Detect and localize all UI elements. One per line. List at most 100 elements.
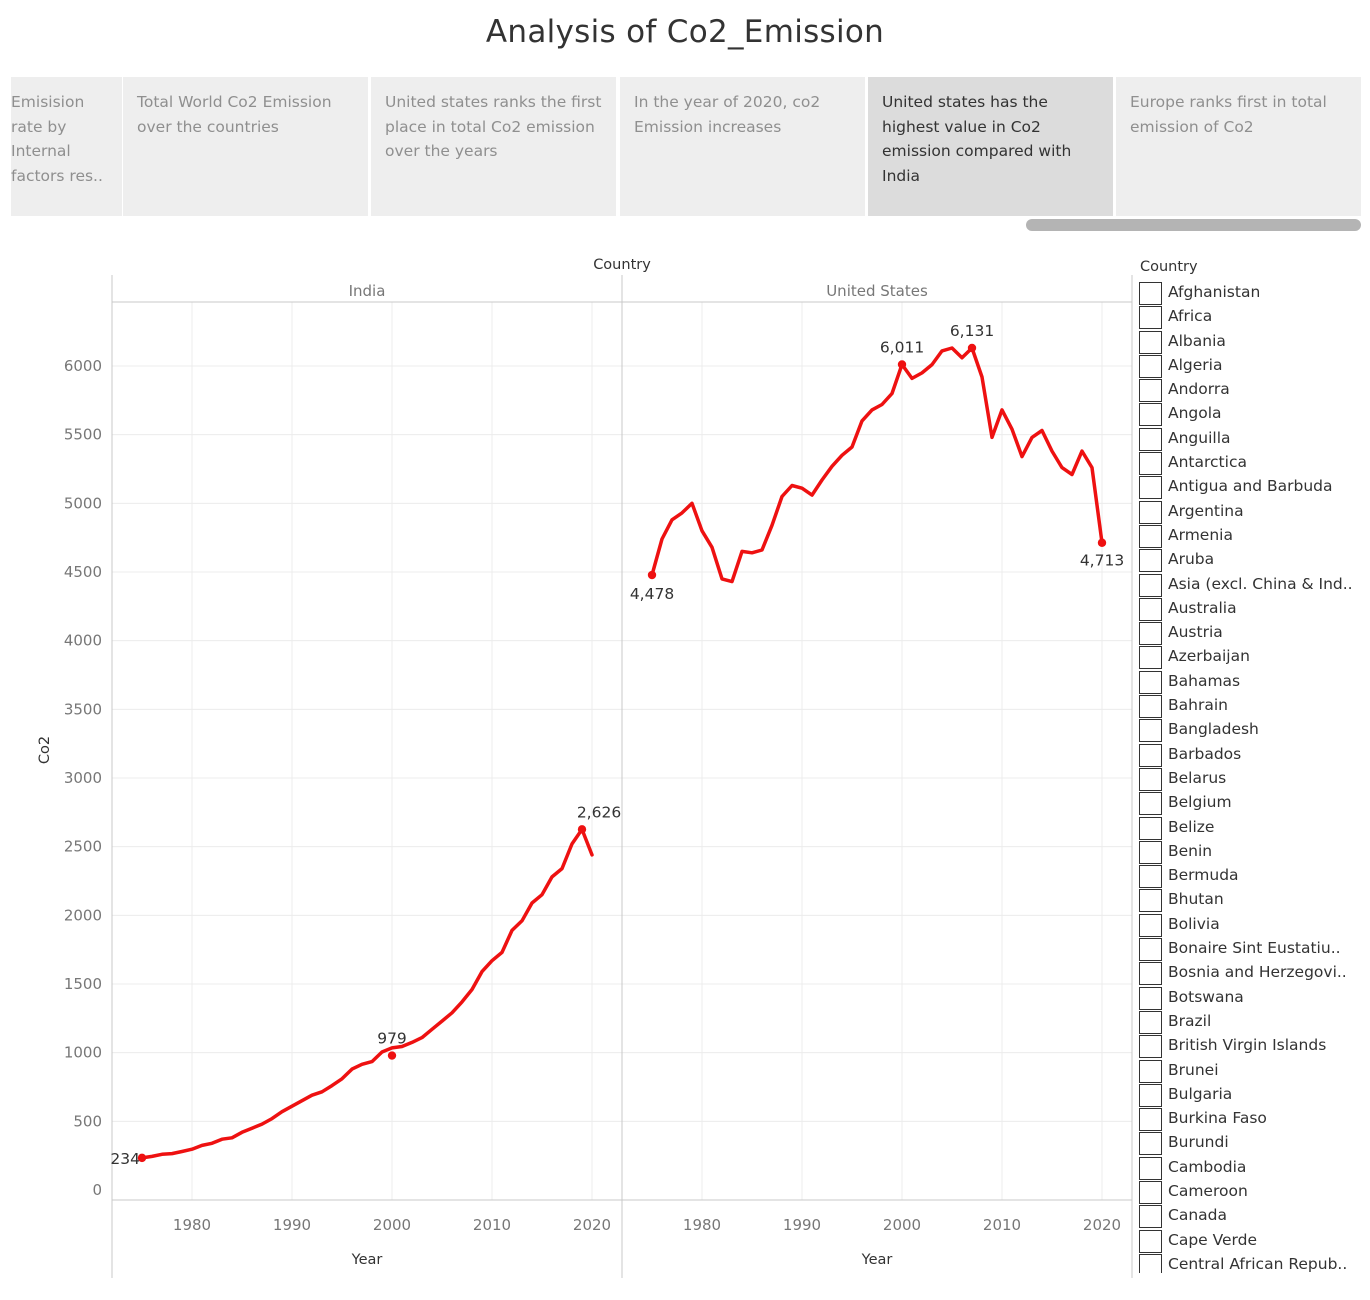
country-legend[interactable]: Afghanistan Africa Albania Algeria Andorra An… — [1139, 280, 1364, 1273]
legend-item[interactable]: Andorra — [1139, 377, 1364, 403]
checkbox[interactable] — [1139, 1156, 1162, 1180]
legend-item[interactable]: Benin — [1139, 839, 1364, 864]
legend-item[interactable]: Cameroon — [1139, 1179, 1364, 1204]
checkbox[interactable] — [1139, 1229, 1162, 1253]
legend-item[interactable]: Austria — [1139, 620, 1364, 646]
legend-item-label: Bolivia — [1168, 914, 1220, 933]
checkbox[interactable] — [1139, 282, 1162, 305]
checkbox[interactable] — [1139, 695, 1162, 719]
legend-item[interactable]: Botswana — [1139, 985, 1364, 1010]
checkbox[interactable] — [1139, 646, 1162, 670]
checkbox[interactable] — [1139, 330, 1162, 354]
checkbox[interactable] — [1139, 354, 1162, 378]
checkbox[interactable] — [1139, 816, 1162, 840]
checkbox[interactable] — [1139, 1010, 1162, 1034]
checkbox[interactable] — [1139, 500, 1162, 524]
legend-item[interactable]: Asia (excl. China & Ind.. — [1139, 572, 1364, 597]
legend-item[interactable]: Brazil — [1139, 1009, 1364, 1034]
checkbox[interactable] — [1139, 1180, 1162, 1204]
checkbox[interactable] — [1139, 840, 1162, 864]
legend-item[interactable]: Brunei — [1139, 1058, 1364, 1083]
checkbox[interactable] — [1139, 573, 1162, 597]
checkbox[interactable] — [1139, 767, 1162, 791]
legend-item[interactable]: Bosnia and Herzegovi.. — [1139, 960, 1364, 986]
checkbox[interactable] — [1139, 403, 1162, 427]
legend-item[interactable]: Bahrain — [1139, 693, 1364, 719]
legend-item[interactable]: Cape Verde — [1139, 1228, 1364, 1253]
legend-item[interactable]: Albania — [1139, 329, 1364, 354]
legend-item[interactable]: Australia — [1139, 596, 1364, 621]
story-point-4[interactable]: In the year of 2020, co2 Emission increa… — [620, 77, 865, 216]
checkbox[interactable] — [1139, 1059, 1162, 1083]
checkbox[interactable] — [1139, 549, 1162, 573]
legend-item[interactable]: Burkina Faso — [1139, 1106, 1364, 1132]
checkbox[interactable] — [1139, 1108, 1162, 1132]
x-tick-label: 2000 — [373, 1216, 411, 1234]
checkbox[interactable] — [1139, 622, 1162, 646]
legend-item-label: Central African Repub.. — [1168, 1254, 1348, 1273]
y-tick-label: 4000 — [64, 632, 102, 650]
legend-item[interactable]: Antarctica — [1139, 450, 1364, 476]
legend-item[interactable]: Cambodia — [1139, 1155, 1364, 1180]
legend-item[interactable]: Armenia — [1139, 523, 1364, 548]
legend-item[interactable]: Argentina — [1139, 499, 1364, 524]
legend-item[interactable]: Algeria — [1139, 353, 1364, 378]
legend-item[interactable]: Angola — [1139, 401, 1364, 427]
legend-item[interactable]: Azerbaijan — [1139, 644, 1364, 670]
checkbox[interactable] — [1139, 427, 1162, 451]
legend-item[interactable]: Bermuda — [1139, 863, 1364, 889]
legend-item[interactable]: Burundi — [1139, 1130, 1364, 1156]
checkbox[interactable] — [1139, 889, 1162, 913]
checkbox[interactable] — [1139, 938, 1162, 962]
checkbox[interactable] — [1139, 1035, 1162, 1059]
checkbox[interactable] — [1139, 379, 1162, 403]
legend-item[interactable]: Aruba — [1139, 547, 1364, 573]
checkbox[interactable] — [1139, 743, 1162, 767]
checkbox[interactable] — [1139, 986, 1162, 1010]
legend-item[interactable]: Central African Repub.. — [1139, 1252, 1364, 1273]
legend-item[interactable]: Bangladesh — [1139, 717, 1364, 743]
checkbox[interactable] — [1139, 476, 1162, 500]
checkbox[interactable] — [1139, 719, 1162, 743]
story-point-label: Europe ranks first in total emission of … — [1130, 93, 1327, 136]
data-point — [137, 1153, 147, 1163]
legend-item[interactable]: Belarus — [1139, 766, 1364, 791]
legend-item[interactable]: Bulgaria — [1139, 1082, 1364, 1107]
legend-item[interactable]: Belize — [1139, 815, 1364, 840]
checkbox[interactable] — [1139, 670, 1162, 694]
checkbox[interactable] — [1139, 1132, 1162, 1156]
legend-item[interactable]: Bolivia — [1139, 912, 1364, 937]
legend-item[interactable]: Anguilla — [1139, 426, 1364, 451]
story-point-6[interactable]: Europe ranks first in total emission of … — [1116, 77, 1361, 216]
data-point — [577, 825, 587, 834]
story-point-label: United states has the highest value in C… — [882, 93, 1072, 185]
checkbox[interactable] — [1139, 792, 1162, 816]
legend-item[interactable]: Afghanistan — [1139, 280, 1364, 305]
legend-item[interactable]: Bahamas — [1139, 669, 1364, 694]
legend-item[interactable]: Antigua and Barbuda — [1139, 474, 1364, 500]
y-tick-label: 5000 — [64, 494, 102, 512]
legend-item[interactable]: Africa — [1139, 304, 1364, 330]
story-scrollbar[interactable] — [1026, 219, 1361, 231]
legend-item[interactable]: Belgium — [1139, 790, 1364, 816]
legend-item[interactable]: Bonaire Sint Eustatiu.. — [1139, 936, 1364, 962]
checkbox[interactable] — [1139, 1083, 1162, 1107]
legend-item[interactable]: Barbados — [1139, 742, 1364, 767]
story-point-1[interactable]: Emisision rate by Internal factors res.. — [11, 77, 122, 216]
checkbox[interactable] — [1139, 524, 1162, 548]
legend-item[interactable]: Bhutan — [1139, 887, 1364, 913]
checkbox[interactable] — [1139, 1253, 1162, 1273]
story-point-5[interactable]: United states has the highest value in C… — [868, 77, 1113, 216]
legend-item[interactable]: British Virgin Islands — [1139, 1033, 1364, 1059]
checkbox[interactable] — [1139, 597, 1162, 621]
legend-item-label: Africa — [1168, 307, 1213, 326]
checkbox[interactable] — [1139, 962, 1162, 986]
checkbox[interactable] — [1139, 1205, 1162, 1229]
checkbox[interactable] — [1139, 452, 1162, 476]
story-point-3[interactable]: United states ranks the first place in t… — [371, 77, 616, 216]
checkbox[interactable] — [1139, 913, 1162, 937]
checkbox[interactable] — [1139, 306, 1162, 330]
story-point-2[interactable]: Total World Co2 Emission over the countr… — [123, 77, 368, 216]
legend-item[interactable]: Canada — [1139, 1203, 1364, 1229]
checkbox[interactable] — [1139, 865, 1162, 889]
